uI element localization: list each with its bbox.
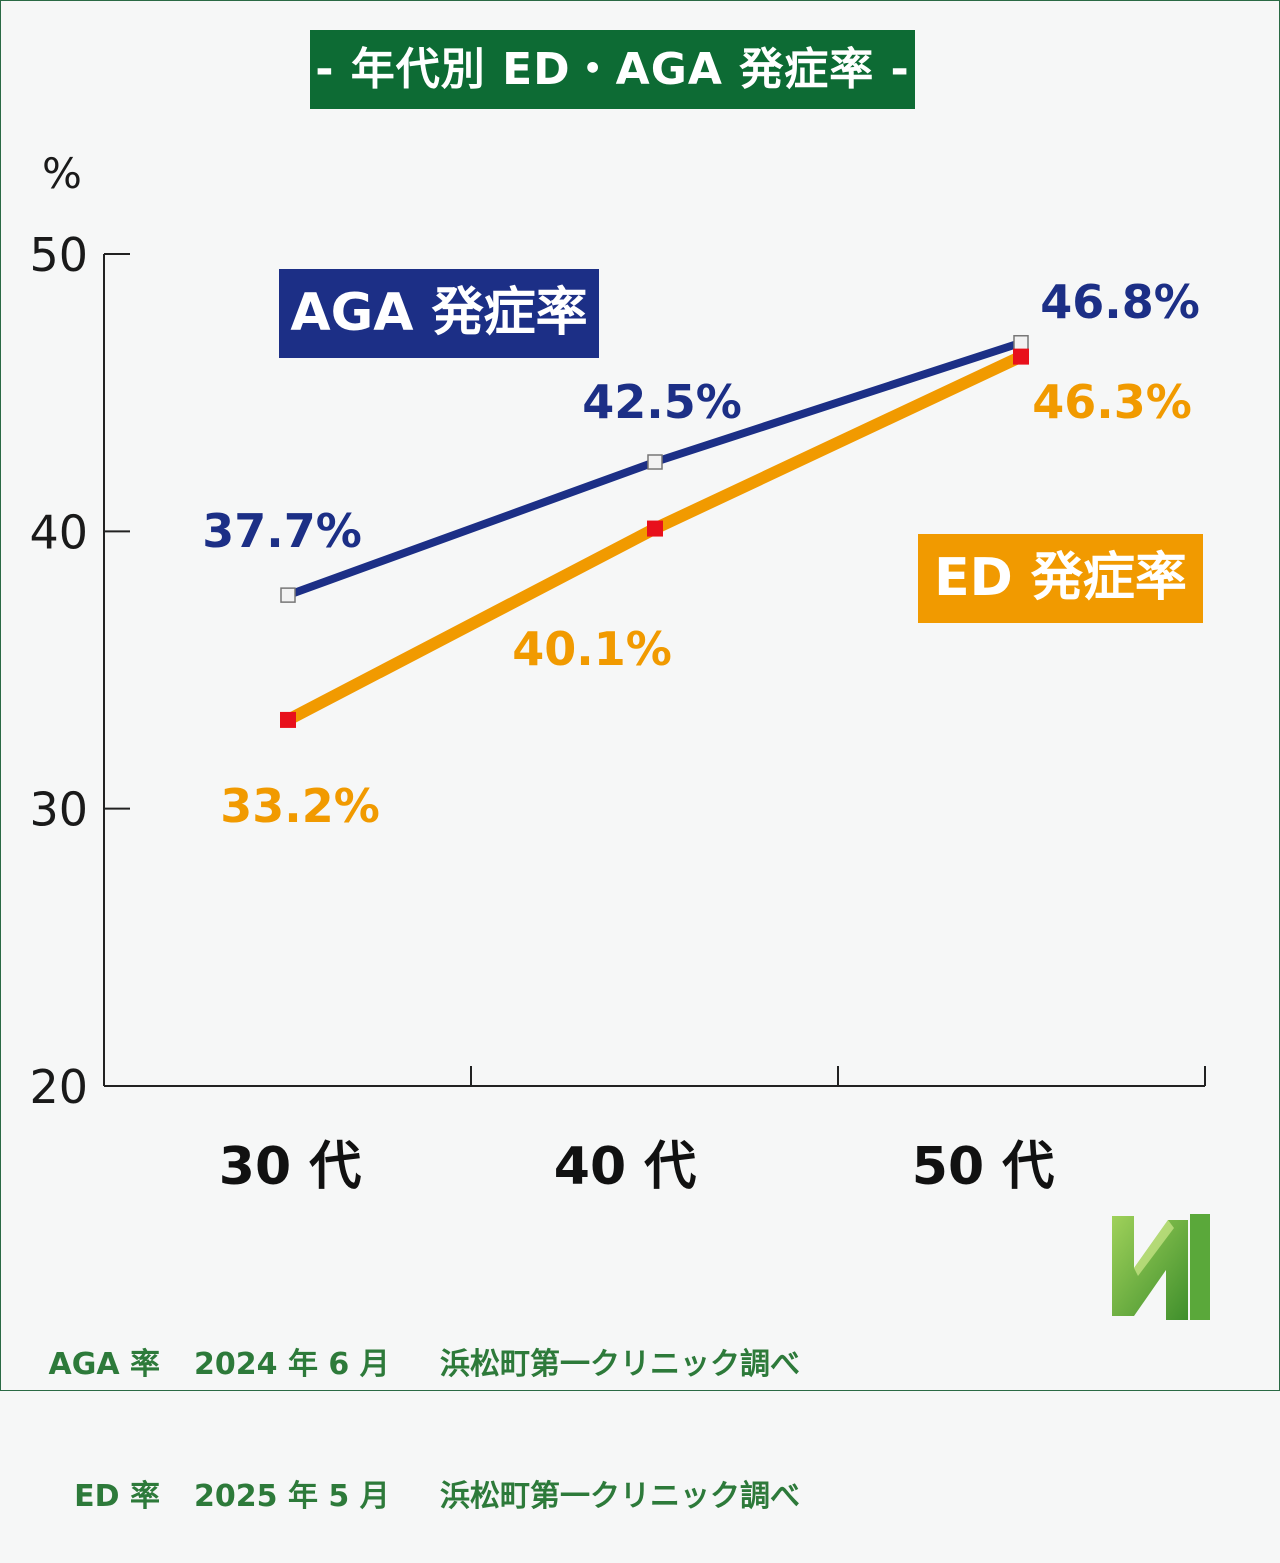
ed-point: [647, 520, 663, 537]
ed-data-label: 40.1%: [512, 622, 672, 676]
y-tick-label: 50: [29, 228, 88, 282]
source-date: 2024 年 6 月: [194, 1347, 390, 1382]
x-tick-label: 50 代: [912, 1137, 1054, 1197]
aga-point: [647, 454, 663, 470]
source-row-ed: ED 率 2025 年 5 月 浜松町第一クリニック調べ: [40, 1475, 800, 1519]
source-org: 浜松町第一クリニック調べ: [440, 1347, 800, 1382]
source-label: AGA 率: [48, 1347, 160, 1382]
ed-point: [280, 711, 296, 728]
clinic-logo: [1112, 1214, 1210, 1320]
source-org: 浜松町第一クリニック調べ: [440, 1479, 800, 1514]
legend-aga: AGA 発症率: [279, 269, 599, 358]
x-tick-label: 40 代: [554, 1137, 696, 1197]
figure-frame: [0, 0, 1280, 1391]
y-tick-label: 40: [29, 505, 88, 559]
source-note: AGA 率 2024 年 6 月浜松町第一クリニック調べ ED 率 2025 年 5…: [40, 1255, 800, 1563]
source-date: 2025 年 5 月: [194, 1479, 390, 1514]
aga-point: [1013, 334, 1029, 351]
ed-data-label: 33.2%: [220, 779, 380, 833]
aga-data-label: 46.8%: [1040, 275, 1200, 329]
source-label: ED 率: [74, 1479, 160, 1514]
line-chart: 50 40 30 20% 30 代 40 代 50 代 37.7% 42.5% 46.8% 33.2…: [29, 149, 1206, 1197]
chart-title: - 年代別 ED・AGA 発症率 -: [310, 30, 915, 109]
aga-data-label: 37.7%: [202, 504, 362, 558]
x-tick-label: 30 代: [219, 1137, 361, 1197]
ed-data-label: 46.3%: [1032, 375, 1192, 429]
source-row-aga: AGA 率 2024 年 6 月 浜松町第一クリニック調べ: [40, 1343, 800, 1387]
aga-point: [280, 587, 296, 603]
legend-ed: ED 発症率: [918, 534, 1203, 623]
y-tick-label: 20: [29, 1060, 88, 1114]
aga-data-label: 42.5%: [582, 375, 742, 429]
ed-point: [1013, 348, 1029, 365]
y-tick-label: 30: [29, 783, 88, 837]
y-axis-unit: %: [42, 149, 82, 198]
